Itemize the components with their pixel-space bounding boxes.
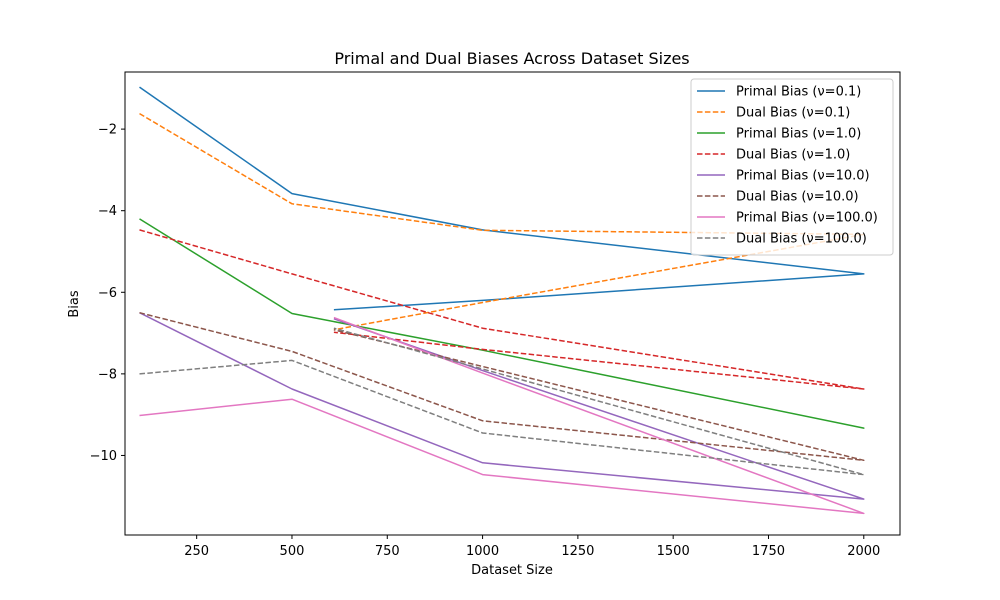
series-line-dual-bias-100-0: [139, 327, 865, 476]
series-line-primal-bias-100-0: [139, 316, 865, 515]
series-line-dual-bias-1-0: [139, 229, 865, 390]
legend-label-dual-bias-10-0: Dual Bias (ν=10.0): [736, 190, 859, 205]
plot-area-frame: [124, 71, 901, 536]
y-tick-label: −10: [90, 449, 117, 464]
series-line-primal-bias-1-0: [139, 218, 865, 429]
series-layer: [139, 86, 865, 515]
series-line-dual-bias-10-0: [139, 311, 865, 462]
legend-label-primal-bias-10-0: Primal Bias (ν=10.0): [736, 169, 870, 184]
legend-label-dual-bias-1-0: Dual Bias (ν=1.0): [736, 148, 850, 163]
series-line-primal-bias-0-1: [139, 86, 865, 311]
chart-title: Primal and Dual Biases Across Dataset Si…: [334, 49, 689, 68]
legend-label-dual-bias-100-0: Dual Bias (ν=100.0): [736, 232, 867, 247]
x-axis-label: Dataset Size: [471, 563, 553, 578]
legend-label-primal-bias-1-0: Primal Bias (ν=1.0): [736, 127, 861, 142]
legend-label-primal-bias-100-0: Primal Bias (ν=100.0): [736, 211, 878, 226]
x-tick-label: 1500: [657, 544, 690, 559]
x-tick-label: 750: [375, 544, 400, 559]
x-tick-label: 2000: [847, 544, 880, 559]
x-tick-label: 1000: [466, 544, 499, 559]
x-tick-label: 1750: [752, 544, 785, 559]
x-axis-ticks: 250 500 750 1000 1250 1500 1750 2000: [184, 535, 880, 559]
y-axis-label: Bias: [67, 290, 82, 317]
y-tick-label: −8: [98, 367, 117, 382]
x-tick-label: 250: [184, 544, 209, 559]
legend-label-primal-bias-0-1: Primal Bias (ν=0.1): [736, 85, 861, 100]
y-tick-label: −2: [98, 123, 117, 138]
x-tick-label: 1250: [561, 544, 594, 559]
legend-label-dual-bias-0-1: Dual Bias (ν=0.1): [736, 106, 850, 121]
y-tick-label: −6: [98, 286, 117, 301]
y-tick-label: −4: [98, 204, 117, 219]
y-axis-ticks: −10 −8 −6 −4 −2: [90, 123, 125, 464]
chart-legend: Primal Bias (ν=0.1) Dual Bias (ν=0.1) Prim…: [690, 78, 894, 256]
x-tick-label: 500: [280, 544, 305, 559]
legend-box: [690, 78, 894, 256]
